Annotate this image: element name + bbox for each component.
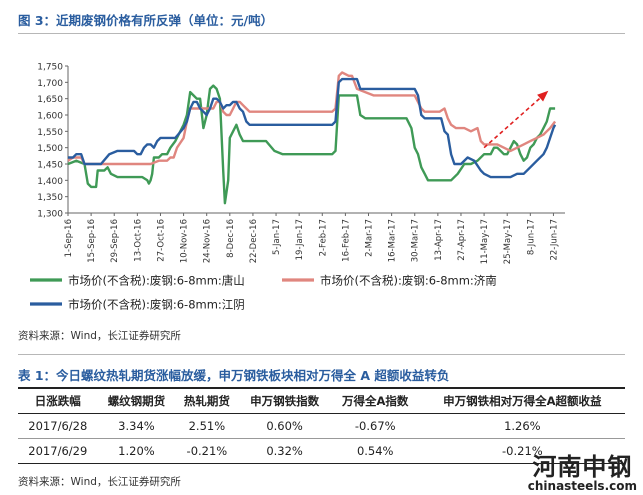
x-tick-label: 29-Sep-16: [110, 219, 120, 263]
x-tick-label: 16-Mar-17: [388, 219, 398, 262]
x-tick-label: 27-Apr-17: [457, 219, 467, 261]
line-chart: 1,300 1,350 1,400 1,450 1,500 1,550 1,600 1,650…: [30, 63, 565, 312]
y-tick-label: 1,700: [37, 79, 63, 89]
table-cell: 1.20%: [97, 438, 176, 464]
x-tick-label: 22-Jun-17: [549, 219, 559, 261]
y-axis: 1,300 1,350 1,400 1,450 1,500 1,550 1,600 1,650…: [37, 63, 69, 220]
table-header-row: 日涨跌幅 螺纹钢期货 热轧期货 申万钢铁指数 万得全A指数 申万钢铁相对万得全A…: [18, 387, 625, 414]
y-tick-label: 1,450: [37, 161, 63, 171]
trend-arrow-head: [537, 90, 549, 102]
header-cell: 螺纹钢期货: [97, 387, 176, 414]
header-cell: 日涨跌幅: [18, 387, 98, 414]
header-cell: 万得全A指数: [330, 387, 420, 414]
table-title: 表 1：今日螺纹热轧期货涨幅放缓，申万钢铁板块相对万得全 A 超额收益转负: [18, 368, 450, 383]
figure-source: 资料来源：Wind，长江证券研究所: [18, 330, 181, 342]
table-cell: 2017/6/28: [18, 413, 98, 439]
x-tick-label: 8-Dec-16: [226, 219, 236, 258]
x-tick-label: 27-Oct-16: [156, 219, 166, 262]
legend-label-3: 市场价(不含税):废钢:6-8mm:江阴: [68, 298, 245, 312]
header-cell: 申万钢铁相对万得全A超额收益: [419, 387, 625, 414]
y-tick-label: 1,350: [37, 193, 63, 203]
trend-arrow: [483, 90, 549, 149]
series-line-2: [67, 71, 557, 166]
legend-label-1: 市场价(不含税):废钢:6-8mm:唐山: [68, 274, 245, 288]
x-tick-label: 11-May-17: [480, 219, 490, 264]
x-tick-label: 1-Sep-16: [64, 219, 74, 257]
series-line-3: [68, 77, 557, 179]
x-tick-label: 15-Sep-16: [87, 219, 97, 263]
y-tick-label: 1,300: [37, 210, 63, 220]
series-line-1: [67, 84, 556, 205]
y-tick-label: 1,550: [37, 128, 63, 138]
x-tick-label: 2-Mar-17: [365, 219, 375, 257]
x-tick-label: 13-Oct-16: [133, 219, 143, 262]
x-tick-label: 24-Nov-16: [203, 219, 213, 263]
x-tick-label: 13-Apr-17: [434, 219, 444, 261]
x-tick-label: 8-Jun-17: [526, 219, 536, 255]
x-tick-label: 10-Nov-16: [180, 219, 190, 263]
table-cell: 3.34%: [97, 413, 176, 439]
y-tick-label: 1,500: [37, 144, 63, 154]
x-tick-label: 22-Dec-16: [249, 219, 259, 263]
legend-label-2: 市场价(不含税):废钢:6-8mm:济南: [320, 274, 497, 288]
watermark-url: chinasteels.com: [527, 479, 637, 493]
table-cell: 2.51%: [175, 413, 239, 439]
watermark: 河南中钢 chinasteels.com: [528, 454, 637, 493]
x-tick-label: 2-Feb-17: [318, 219, 328, 256]
y-tick-label: 1,650: [37, 95, 63, 105]
x-tick-label: 19-Jan-17: [295, 219, 305, 260]
figure-title: 图 3：近期废钢价格有所反弹（单位：元/吨）: [18, 13, 274, 28]
table-cell: -0.21%: [175, 438, 239, 464]
header-cell: 申万钢铁指数: [238, 387, 331, 414]
table-source: 资料来源：Wind，长江证券研究所: [18, 476, 181, 488]
table-cell: -0.67%: [330, 413, 420, 439]
table-row: 2017/6/28 3.34% 2.51% 0.60% -0.67% 1.26%: [18, 413, 625, 439]
header-cell: 热轧期货: [175, 387, 239, 414]
y-tick-label: 1,600: [37, 112, 63, 122]
table-cell: 0.32%: [238, 438, 331, 464]
returns-table: 日涨跌幅 螺纹钢期货 热轧期货 申万钢铁指数 万得全A指数 申万钢铁相对万得全A…: [18, 387, 625, 464]
table-cell: 2017/6/29: [18, 438, 98, 464]
x-tick-label: 16-Feb-17: [341, 219, 351, 262]
table-cell: 0.54%: [330, 438, 420, 464]
table-row: 2017/6/29 1.20% -0.21% 0.32% 0.54% -0.21…: [18, 438, 625, 464]
x-tick-label: 25-May-17: [503, 219, 513, 264]
y-tick-label: 1,750: [37, 63, 63, 73]
table-cell: 0.60%: [238, 413, 331, 439]
x-tick-label: 5-Jan-17: [272, 219, 282, 255]
series-lines: [67, 71, 557, 205]
title-divider: [18, 33, 625, 34]
y-tick-label: 1,400: [37, 177, 63, 187]
table-cell: 1.26%: [419, 413, 625, 439]
table-cell: -0.21%: [419, 438, 625, 464]
section-divider: [18, 354, 625, 355]
watermark-logo-text: 河南中钢: [532, 453, 633, 481]
x-tick-label: 30-Mar-17: [411, 219, 421, 262]
legend: 市场价(不含税):废钢:6-8mm:唐山 市场价(不含税):废钢:6-8mm:济南…: [30, 274, 497, 312]
x-axis: 1-Sep-16 15-Sep-16 29-Sep-16 13-Oct-16 27-Oc…: [64, 212, 565, 264]
